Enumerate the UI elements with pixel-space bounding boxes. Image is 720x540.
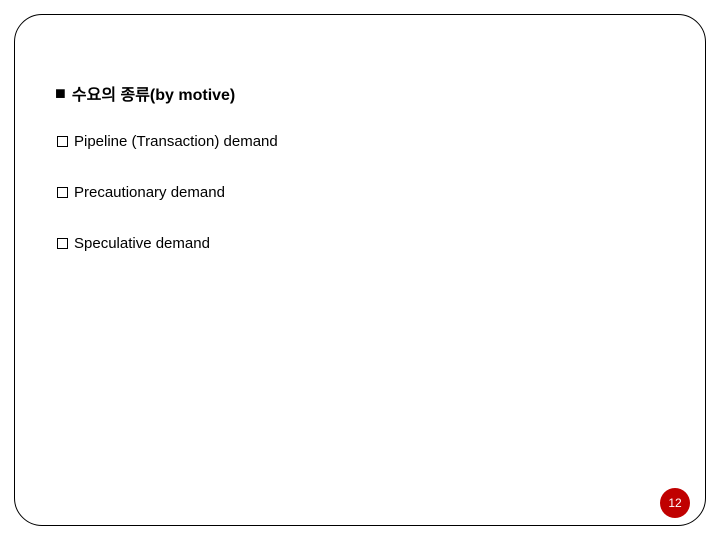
square-bullet-icon: ■ bbox=[55, 84, 66, 102]
page-number-badge: 12 bbox=[660, 488, 690, 518]
list-item: Precautionary demand bbox=[57, 184, 665, 201]
list-item-label: Speculative demand bbox=[74, 235, 210, 252]
list-item-label: Pipeline (Transaction) demand bbox=[74, 133, 278, 150]
page-number: 12 bbox=[668, 496, 681, 510]
checkbox-icon bbox=[57, 187, 68, 198]
checkbox-icon bbox=[57, 136, 68, 147]
slide-frame: ■ 수요의 종류(by motive) Pipeline (Transactio… bbox=[14, 14, 706, 526]
list-item: Speculative demand bbox=[57, 235, 665, 252]
heading-text: 수요의 종류(by motive) bbox=[72, 81, 235, 105]
heading-row: ■ 수요의 종류(by motive) bbox=[55, 81, 665, 105]
list-item-label: Precautionary demand bbox=[74, 184, 225, 201]
list-item: Pipeline (Transaction) demand bbox=[57, 133, 665, 150]
checkbox-icon bbox=[57, 238, 68, 249]
